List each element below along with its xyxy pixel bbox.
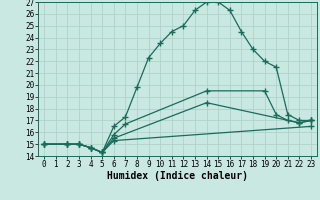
X-axis label: Humidex (Indice chaleur): Humidex (Indice chaleur) xyxy=(107,171,248,181)
